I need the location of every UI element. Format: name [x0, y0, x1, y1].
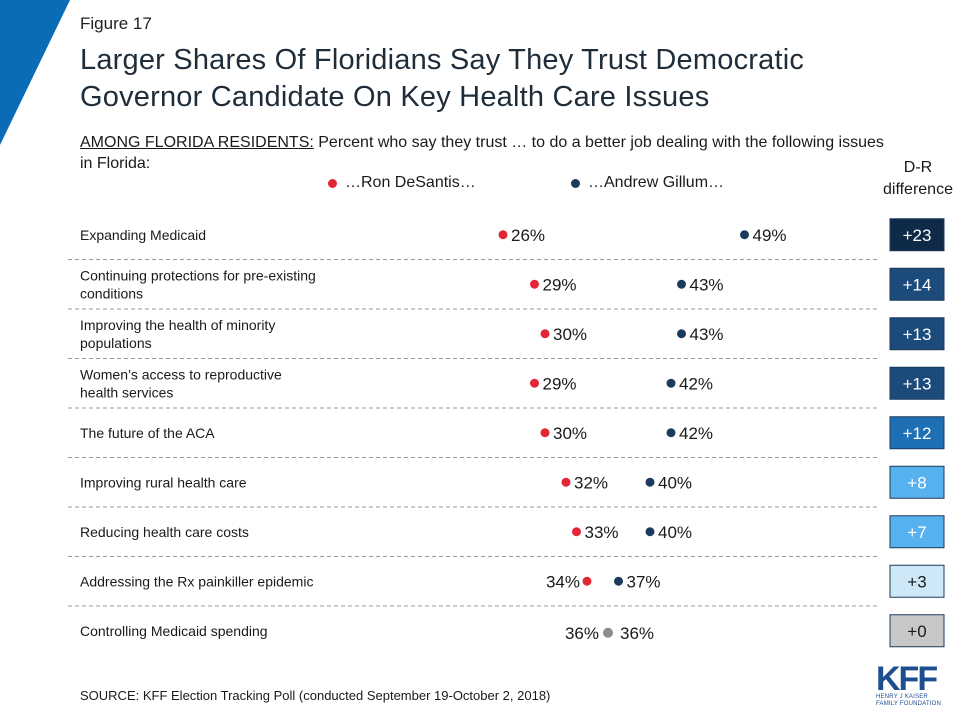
category-label: Improving rural health care: [80, 474, 247, 490]
subtitle-rest: Percent who say they trust … to do a bet…: [80, 134, 884, 172]
kff-logo: KFF HENRY J KAISER FAMILY FOUNDATION: [876, 660, 946, 712]
difference-value: +8: [907, 473, 926, 492]
democrat-value-label: 42%: [679, 374, 713, 393]
legend-item-democrat: …Andrew Gillum…: [571, 174, 724, 192]
chart-title: Larger Shares Of Floridians Say They Tru…: [80, 44, 805, 113]
difference-badge: [889, 317, 945, 351]
category-label: Continuing protections for pre-existing c…: [80, 267, 316, 301]
difference-value: +14: [903, 275, 932, 294]
democrat-point: [740, 230, 749, 240]
logo-mark: KFF: [876, 660, 938, 698]
democrat-value-label: 37%: [627, 572, 661, 591]
difference-value: +23: [903, 226, 932, 245]
source-note: SOURCE: KFF Election Tracking Poll (cond…: [80, 688, 551, 703]
democrat-value-label: 36%: [620, 624, 654, 643]
republican-point: [540, 329, 550, 339]
legend-label-republican: …Ron DeSantis…: [345, 174, 476, 191]
dr-difference-header: D-R difference: [883, 159, 953, 198]
difference-value: +0: [907, 622, 926, 641]
democrat-value-label: 40%: [658, 473, 692, 492]
republican-value-label: 33%: [585, 523, 619, 542]
category-label: Improving the health of minority populati…: [80, 317, 275, 351]
category-label: The future of the ACA: [80, 425, 215, 441]
republican-value-label: 32%: [574, 473, 608, 492]
democrat-point: [677, 329, 686, 339]
democrat-value-label: 42%: [679, 424, 713, 443]
democrat-point: [645, 527, 655, 537]
difference-badge: [889, 366, 945, 400]
difference-badge: [889, 416, 945, 450]
logo-subtext: HENRY J KAISER FAMILY FOUNDATION: [876, 694, 942, 707]
difference-badge: [889, 515, 945, 549]
republican-value-label: 30%: [553, 325, 587, 344]
republican-value-label: 36%: [565, 624, 599, 643]
democrat-point: [645, 477, 655, 487]
republican-point: [530, 279, 539, 289]
category-label: Controlling Medicaid spending: [80, 623, 268, 639]
figure-label: Figure 17: [80, 14, 152, 33]
republican-value-label: 34%: [546, 572, 580, 591]
tie-point: [603, 627, 613, 638]
difference-badge: [889, 465, 945, 499]
difference-value: +13: [903, 374, 932, 393]
legend-item-republican: …Ron DeSantis…: [328, 174, 476, 192]
difference-badge: [889, 267, 945, 301]
legend-dot-republican: [328, 178, 337, 188]
democrat-point: [666, 428, 676, 438]
difference-badge: [889, 218, 945, 252]
chart-subtitle: AMONG FLORIDA RESIDENTS: Percent who say…: [80, 132, 900, 174]
category-label: Women’s access to reproductive health ser…: [80, 366, 282, 400]
legend-dot-democrat: [571, 178, 580, 188]
republican-point: [572, 527, 581, 537]
difference-value: +7: [907, 523, 926, 542]
republican-point: [561, 477, 571, 487]
democrat-point: [666, 378, 676, 388]
democrat-value-label: 49%: [753, 226, 787, 245]
republican-value-label: 26%: [511, 226, 545, 245]
corner-accent: [0, 0, 70, 145]
democrat-value-label: 43%: [690, 275, 724, 294]
republican-point: [582, 576, 592, 586]
difference-value: +13: [903, 325, 932, 344]
republican-value-label: 30%: [553, 424, 587, 443]
difference-badge: [889, 564, 945, 598]
difference-value: +3: [907, 572, 926, 591]
republican-point: [530, 378, 539, 388]
difference-value: +12: [903, 424, 932, 443]
republican-value-label: 29%: [543, 374, 577, 393]
category-label: Addressing the Rx painkiller epidemic: [80, 573, 313, 589]
democrat-point: [614, 576, 623, 586]
republican-value-label: 29%: [543, 275, 577, 294]
democrat-value-label: 43%: [690, 325, 724, 344]
difference-badge: [889, 614, 945, 648]
republican-point: [498, 230, 508, 240]
category-label: Expanding Medicaid: [80, 227, 206, 243]
legend-label-democrat: …Andrew Gillum…: [588, 174, 725, 191]
democrat-point: [677, 279, 686, 289]
democrat-value-label: 40%: [658, 523, 692, 542]
category-label: Reducing health care costs: [80, 524, 249, 540]
subtitle-lead: AMONG FLORIDA RESIDENTS:: [80, 134, 314, 151]
republican-point: [540, 428, 550, 438]
